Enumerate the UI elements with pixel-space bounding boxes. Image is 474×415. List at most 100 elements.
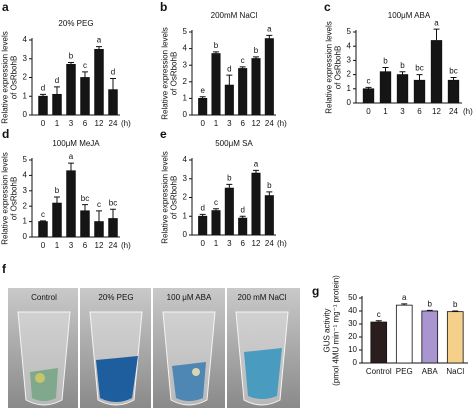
error-bar (452, 310, 459, 312)
significance-letter: a (402, 293, 407, 302)
photo-label: 20% PEG (98, 293, 133, 302)
y-axis-label: GUS activity(pmol 4MU min⁻¹ mg⁻¹ protein… (323, 275, 341, 386)
significance-letter: c (41, 210, 45, 219)
error-bar (54, 86, 60, 95)
error-bar (226, 74, 233, 86)
y-axis-label-line: GUS activity (323, 308, 332, 352)
error-bar (68, 162, 74, 171)
x-tick-label: 1 (214, 119, 219, 128)
bar (430, 40, 443, 104)
x-tick-label: 0 (41, 119, 46, 128)
photo-label: 100 μM ABA (167, 293, 212, 302)
significance-letter: c (367, 76, 371, 85)
y-axis-label-line: of OsRbohB (334, 46, 343, 90)
bar (38, 221, 48, 238)
panel-label: e (160, 127, 167, 141)
y-tick-label: 4 (183, 155, 188, 164)
bar (395, 304, 413, 364)
bar (362, 88, 375, 104)
y-tick-label: 0 (23, 232, 28, 241)
y-tick-label: 3 (23, 54, 28, 63)
significance-letter: bc (415, 64, 423, 73)
significance-letter: c (377, 310, 381, 319)
y-axis-label: Relative expression levelsof OsRbohB (1, 31, 19, 124)
error-bar (40, 220, 46, 222)
error-bar (96, 210, 102, 222)
x-tick-label: PEG (396, 367, 413, 376)
error-bar (416, 74, 423, 81)
y-tick-label: 0 (353, 358, 358, 367)
x-tick-label: 1 (383, 107, 388, 116)
error-bar (253, 169, 259, 174)
x-tick-label: 12 (95, 241, 104, 250)
error-bar (213, 51, 219, 54)
x-tick-label: 24 (109, 241, 118, 250)
y-axis-label: Relative expression levelsof OsRbohB (325, 21, 343, 114)
y-tick-label: 5 (23, 155, 28, 164)
x-tick-label: 6 (240, 119, 245, 128)
significance-letter: a (69, 152, 74, 161)
x-tick-label: 0 (366, 107, 371, 116)
y-tick-label: 10 (348, 345, 357, 354)
bar (224, 84, 234, 116)
bar (421, 310, 439, 364)
error-bar (426, 309, 433, 311)
y-tick-label: 1 (23, 91, 28, 100)
significance-letter: b (55, 186, 60, 195)
bar (238, 68, 248, 116)
tube (17, 311, 71, 406)
bar (52, 93, 62, 116)
significance-letter: b (254, 46, 259, 55)
x-axis-label: (h) (277, 119, 287, 128)
significance-letter: b (227, 173, 232, 182)
y-tick-label: 1 (23, 217, 28, 226)
y-tick-label: 5 (347, 27, 352, 36)
x-axis-label: (h) (121, 241, 131, 250)
error-bar (266, 191, 273, 196)
y-tick-label: 4 (23, 35, 28, 44)
error-bar (226, 183, 233, 189)
error-bar (433, 28, 440, 41)
tube (162, 311, 216, 406)
error-bar (450, 76, 457, 81)
x-tick-label: 24 (449, 107, 458, 116)
x-axis-label: (h) (277, 239, 287, 248)
error-bar (266, 34, 273, 39)
y-tick-label: 3 (183, 60, 188, 69)
y-tick-label: 40 (348, 306, 357, 315)
error-bar (82, 204, 88, 211)
x-tick-label: 3 (227, 119, 232, 128)
x-tick-label: 24 (265, 119, 274, 128)
y-tick-label: 0 (183, 230, 188, 239)
error-bar (365, 86, 372, 89)
significance-letter: d (111, 68, 115, 77)
significance-letter: d (41, 83, 45, 92)
y-tick-label: 1 (183, 211, 188, 220)
bar (198, 215, 208, 236)
significance-letter: e (200, 86, 205, 95)
error-bar (382, 67, 389, 72)
panel-label: c (324, 0, 331, 14)
error-bar (110, 77, 116, 90)
y-axis-label: Relative expression levelsof OsRbohB (161, 151, 179, 244)
y-axis-label-line: Relative expression levels (161, 27, 170, 120)
chart-title: 200mM NaCl (211, 11, 258, 20)
significance-letter: b (69, 52, 74, 61)
significance-letter: d (55, 76, 59, 85)
y-tick-label: 2 (347, 70, 352, 79)
x-tick-label: 0 (200, 239, 205, 248)
x-tick-label: 0 (200, 119, 205, 128)
photo-label: Control (31, 293, 57, 302)
bar (370, 321, 388, 364)
panel-label: a (2, 0, 9, 14)
chart-title: 20% PEG (58, 19, 93, 28)
y-tick-label: 1 (347, 84, 352, 93)
x-tick-label: 6 (83, 241, 88, 250)
y-axis-label-line: Relative expression levels (325, 21, 334, 114)
x-tick-label: 12 (252, 119, 261, 128)
significance-letter: a (267, 24, 272, 33)
y-tick-label: 2 (23, 201, 28, 210)
bar (198, 98, 208, 116)
y-tick-label: 0 (23, 110, 28, 119)
x-axis-label: (h) (463, 107, 473, 116)
